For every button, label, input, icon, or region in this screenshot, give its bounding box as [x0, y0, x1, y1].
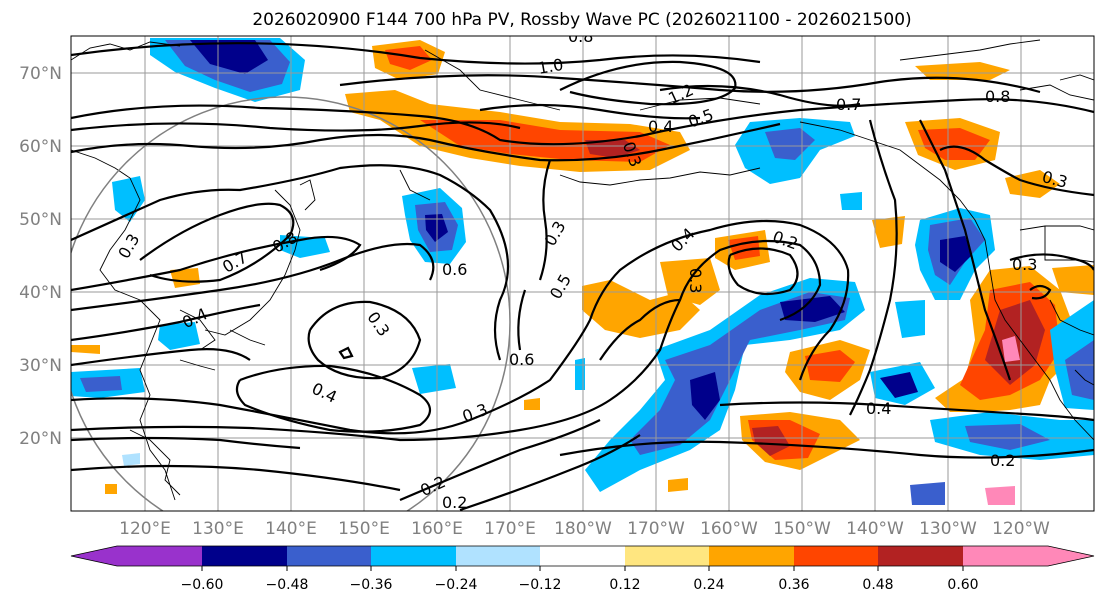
- lat-label: 70°N: [19, 64, 62, 84]
- colorbar-tick-label: −0.60: [181, 577, 224, 593]
- lat-label: 50°N: [19, 210, 62, 230]
- lon-label: 120°W: [992, 519, 1050, 539]
- colorbar-tick-label: −0.36: [350, 577, 393, 593]
- colorbar-tick-label: 0.24: [693, 577, 724, 593]
- lon-label: 170°E: [484, 519, 536, 539]
- contour-label: 0.2: [990, 451, 1015, 470]
- lon-label: 160°W: [700, 519, 758, 539]
- contour-label: 0.3: [1012, 255, 1037, 274]
- lat-label: 60°N: [19, 137, 62, 157]
- map-contents: 0.8 1.0 1.2 0.7 0.4 0.5 0.3 0.8 0.3 0.3 …: [71, 27, 1094, 512]
- colorbar-tick-label: 0.12: [609, 577, 640, 593]
- contour-label: 0.2: [442, 493, 467, 512]
- colorbar-tick-label: 0.48: [862, 577, 893, 593]
- lon-label: 160°E: [411, 519, 463, 539]
- colorbar-segment: [1048, 546, 1094, 566]
- colorbar-outline: [70, 545, 1095, 567]
- contour-label: 0.7: [836, 95, 861, 114]
- contour-label: 0.6: [442, 260, 467, 279]
- contour-label: 0.8: [568, 27, 593, 46]
- colorbar-segment: [794, 546, 878, 566]
- lon-label: 180°W: [554, 519, 612, 539]
- lon-label: 140°E: [265, 519, 317, 539]
- colorbar-ticks: [201, 566, 964, 571]
- colorbar-tick-label: −0.24: [435, 577, 478, 593]
- lat-label: 40°N: [19, 283, 62, 303]
- graticule: [71, 36, 1094, 511]
- colorbar-segment: [456, 546, 540, 566]
- colorbar-segment: [202, 546, 287, 566]
- lon-label: 150°W: [773, 519, 831, 539]
- lon-label: 140°W: [846, 519, 904, 539]
- colorbar-tick-label: −0.48: [266, 577, 309, 593]
- colorbar-segment: [117, 546, 202, 566]
- colorbar-segment: [540, 546, 625, 566]
- contour-label: 0.3: [686, 268, 705, 293]
- contour-label: 0.4: [866, 399, 891, 418]
- colorbar-segment: [709, 546, 794, 566]
- lat-label: 20°N: [19, 429, 62, 449]
- contour-label: 0.8: [985, 87, 1010, 106]
- colorbar-segment: [371, 546, 456, 566]
- lon-label: 150°E: [338, 519, 390, 539]
- colorbar-tick-label: −0.12: [519, 577, 562, 593]
- lon-label: 130°E: [192, 519, 244, 539]
- lon-label: 130°W: [919, 519, 977, 539]
- colorbar-tick-label: 0.36: [778, 577, 809, 593]
- coastlines: [71, 39, 1094, 501]
- lon-label: 120°E: [119, 519, 171, 539]
- map-border: [70, 35, 1095, 512]
- colorbar: −0.60 −0.48 −0.36 −0.24 −0.12 0.12 0.24 …: [70, 545, 1095, 593]
- reference-circle: [71, 96, 511, 511]
- lon-label: 170°W: [627, 519, 685, 539]
- figure-title: 2026020900 F144 700 hPa PV, Rossby Wave …: [252, 10, 911, 30]
- contour-label: 0.4: [648, 117, 673, 136]
- colorbar-segment: [878, 546, 963, 566]
- colorbar-segment: [625, 546, 709, 566]
- colorbar-segment: [963, 546, 1048, 566]
- longitude-labels: 120°E 130°E 140°E 150°E 160°E 170°E 180°…: [119, 519, 1050, 539]
- pv-contours: [71, 42, 1094, 511]
- contour-label: 1.0: [536, 55, 564, 78]
- contour-label: 0.6: [509, 350, 534, 369]
- colorbar-tick-label: 0.60: [947, 577, 978, 593]
- colorbar-segment: [287, 546, 371, 566]
- latitude-labels: 70°N 60°N 50°N 40°N 30°N 20°N: [19, 64, 62, 449]
- colorbar-segment: [71, 546, 117, 566]
- lat-label: 30°N: [19, 356, 62, 376]
